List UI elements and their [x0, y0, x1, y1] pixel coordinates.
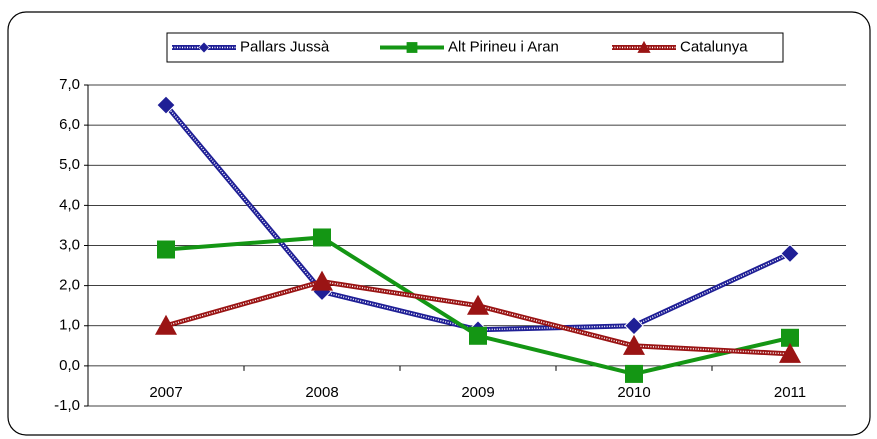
y-tick-label: 3,0: [59, 236, 80, 253]
y-tick-label: 1,0: [59, 317, 80, 334]
y-tick-label: 2,0: [59, 277, 80, 294]
legend-label: Pallars Jussà: [240, 38, 330, 55]
point-marker: [467, 294, 489, 315]
x-tick-label: 2010: [617, 384, 650, 401]
y-tick-label: -1,0: [54, 397, 80, 414]
series-line-hatch: [165, 280, 791, 355]
legend-box: [166, 32, 784, 63]
legend-label: Catalunya: [680, 38, 748, 55]
x-tick-label: 2007: [149, 384, 182, 401]
point-marker: [624, 316, 644, 336]
point-marker: [623, 334, 645, 355]
point-marker: [625, 364, 643, 383]
y-tick-label: 4,0: [59, 196, 80, 213]
chart-frame: [7, 11, 871, 436]
y-tick-label: 6,0: [59, 116, 80, 133]
point-marker: [311, 270, 333, 291]
point-marker: [469, 326, 487, 345]
y-tick-label: 0,0: [59, 357, 80, 374]
x-tick-label: 2009: [461, 384, 494, 401]
y-tick-label: 7,0: [59, 76, 80, 93]
legend-label: Alt Pirineu i Aran: [448, 38, 559, 55]
x-tick-label: 2008: [305, 384, 338, 401]
point-marker: [779, 342, 801, 363]
point-marker: [313, 228, 331, 247]
legend-marker: [198, 41, 210, 54]
point-marker: [157, 240, 175, 259]
point-marker: [780, 243, 800, 264]
legend-marker: [406, 42, 418, 53]
point-marker: [155, 314, 177, 335]
x-tick-label: 2011: [774, 384, 806, 401]
point-marker: [156, 95, 176, 115]
legend-marker: [637, 40, 651, 53]
y-tick-label: 5,0: [59, 156, 80, 173]
point-marker: [781, 328, 799, 347]
